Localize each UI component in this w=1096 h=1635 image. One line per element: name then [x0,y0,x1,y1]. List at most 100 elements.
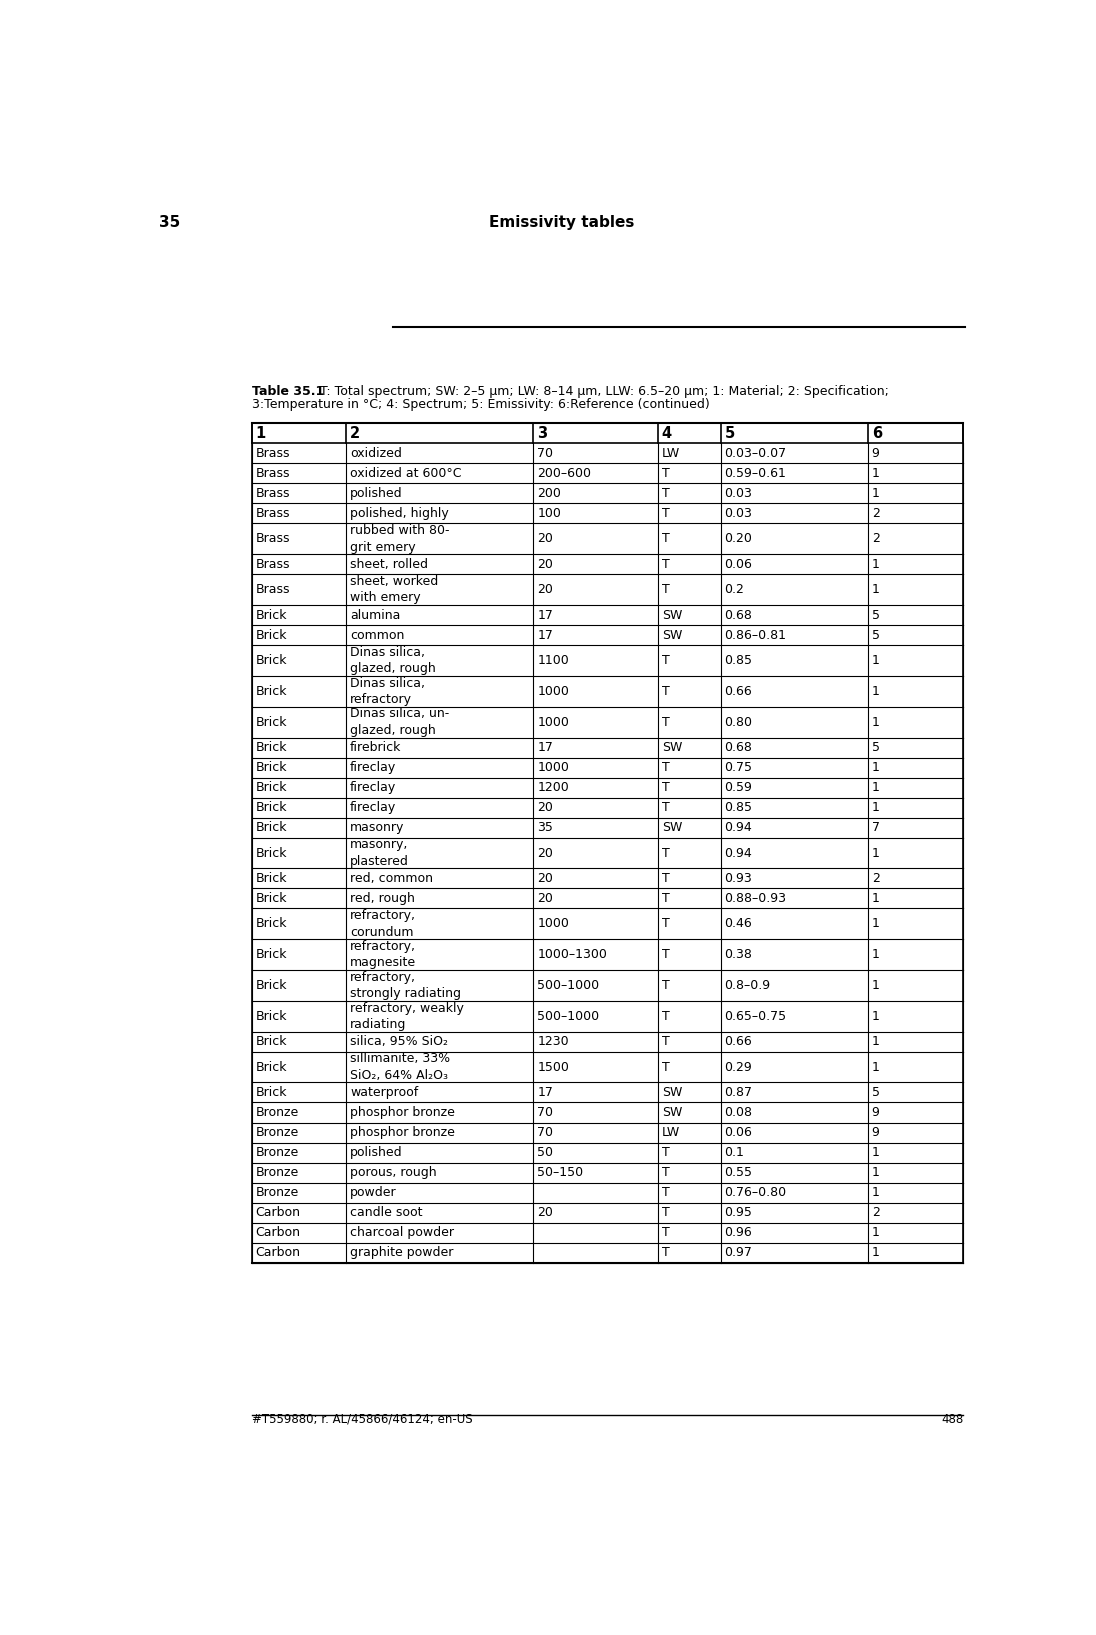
Text: 20: 20 [537,801,553,814]
Text: oxidized: oxidized [351,446,402,459]
Text: polished: polished [351,487,403,500]
Text: Dinas silica,
refractory: Dinas silica, refractory [351,677,425,706]
Text: T: T [662,760,670,773]
Text: Brick: Brick [255,760,287,773]
Text: 0.55: 0.55 [724,1166,753,1179]
Text: 5: 5 [871,628,880,641]
Text: firebrick: firebrick [351,741,401,754]
Text: 200: 200 [537,487,561,500]
Text: 0.03: 0.03 [724,487,752,500]
Text: Carbon: Carbon [255,1207,300,1220]
Text: 0.8–0.9: 0.8–0.9 [724,979,770,992]
Text: 1: 1 [871,654,880,667]
Text: 1: 1 [871,1226,880,1239]
Text: Brick: Brick [255,741,287,754]
Text: 1: 1 [871,685,880,698]
Text: Brick: Brick [255,628,287,641]
Text: 0.86–0.81: 0.86–0.81 [724,628,787,641]
Text: Brick: Brick [255,893,287,904]
Text: T: T [662,1207,670,1220]
Text: Bronze: Bronze [255,1185,299,1198]
Text: Carbon: Carbon [255,1226,300,1239]
Text: 17: 17 [537,1086,553,1099]
Text: 0.59: 0.59 [724,782,752,795]
Text: refractory, weakly
radiating: refractory, weakly radiating [351,1002,464,1032]
Text: 0.66: 0.66 [724,1035,752,1048]
Text: Brass: Brass [255,533,290,546]
Text: LW: LW [662,1127,680,1140]
Text: charcoal powder: charcoal powder [351,1226,454,1239]
Text: 0.97: 0.97 [724,1246,752,1259]
Text: oxidized at 600°C: oxidized at 600°C [351,468,461,481]
Text: T: T [662,1010,670,1024]
Text: T: T [662,782,670,795]
Text: rubbed with 80-
grit emery: rubbed with 80- grit emery [351,525,449,554]
Text: Dinas silica,
glazed, rough: Dinas silica, glazed, rough [351,646,436,675]
Text: 1: 1 [871,847,880,860]
Text: porous, rough: porous, rough [351,1166,437,1179]
Text: 0.2: 0.2 [724,584,744,597]
Text: 35: 35 [537,821,553,834]
Text: 5: 5 [871,608,880,621]
Text: T: T [662,1146,670,1159]
Text: 17: 17 [537,741,553,754]
Text: candle soot: candle soot [351,1207,423,1220]
Text: T: T [662,847,670,860]
Text: Brick: Brick [255,716,287,729]
Text: 17: 17 [537,628,553,641]
Text: common: common [351,628,404,641]
Text: Brass: Brass [255,446,290,459]
Text: 1230: 1230 [537,1035,569,1048]
Text: 1000: 1000 [537,716,569,729]
Text: graphite powder: graphite powder [351,1246,454,1259]
Text: T: T [662,871,670,885]
Text: Brass: Brass [255,507,290,520]
Text: T: T [662,533,670,546]
Text: 1: 1 [871,716,880,729]
Text: 9: 9 [871,446,880,459]
Text: sheet, rolled: sheet, rolled [351,558,429,571]
Text: 0.59–0.61: 0.59–0.61 [724,468,786,481]
Text: Brass: Brass [255,468,290,481]
Text: red, rough: red, rough [351,893,415,904]
Text: 0.65–0.75: 0.65–0.75 [724,1010,787,1024]
Text: 2: 2 [871,871,880,885]
Text: refractory,
strongly radiating: refractory, strongly radiating [351,971,461,1001]
Text: T: T [662,1185,670,1198]
Text: 20: 20 [537,871,553,885]
Text: 5: 5 [724,425,734,441]
Text: phosphor bronze: phosphor bronze [351,1127,455,1140]
Text: 20: 20 [537,558,553,571]
Text: 0.03: 0.03 [724,507,752,520]
Text: 0.29: 0.29 [724,1061,752,1074]
Text: T: T [662,948,670,961]
Text: 1000: 1000 [537,760,569,773]
Text: 100: 100 [537,507,561,520]
Text: T: T [662,558,670,571]
Text: waterproof: waterproof [351,1086,419,1099]
Text: 20: 20 [537,1207,553,1220]
Text: T: T [662,917,670,930]
Text: 5: 5 [871,741,880,754]
Text: T: T [662,801,670,814]
Text: Brick: Brick [255,1010,287,1024]
Text: 0.87: 0.87 [724,1086,753,1099]
Text: T: T [662,685,670,698]
Text: 1: 1 [871,558,880,571]
Text: 1: 1 [871,917,880,930]
Text: Brick: Brick [255,821,287,834]
Text: Brick: Brick [255,847,287,860]
Text: Brass: Brass [255,487,290,500]
Text: 1: 1 [871,893,880,904]
Text: Brick: Brick [255,948,287,961]
Text: 3:Temperature in °C; 4: Spectrum; 5: Emissivity: 6:Reference (continued): 3:Temperature in °C; 4: Spectrum; 5: Emi… [252,397,709,410]
Text: Bronze: Bronze [255,1146,299,1159]
Text: 20: 20 [537,533,553,546]
Text: 35: 35 [159,216,180,231]
Text: 0.96: 0.96 [724,1226,752,1239]
Text: 1: 1 [871,1185,880,1198]
Text: 70: 70 [537,1127,553,1140]
Text: 1: 1 [871,760,880,773]
Text: refractory,
magnesite: refractory, magnesite [351,940,416,970]
Text: 500–1000: 500–1000 [537,979,600,992]
